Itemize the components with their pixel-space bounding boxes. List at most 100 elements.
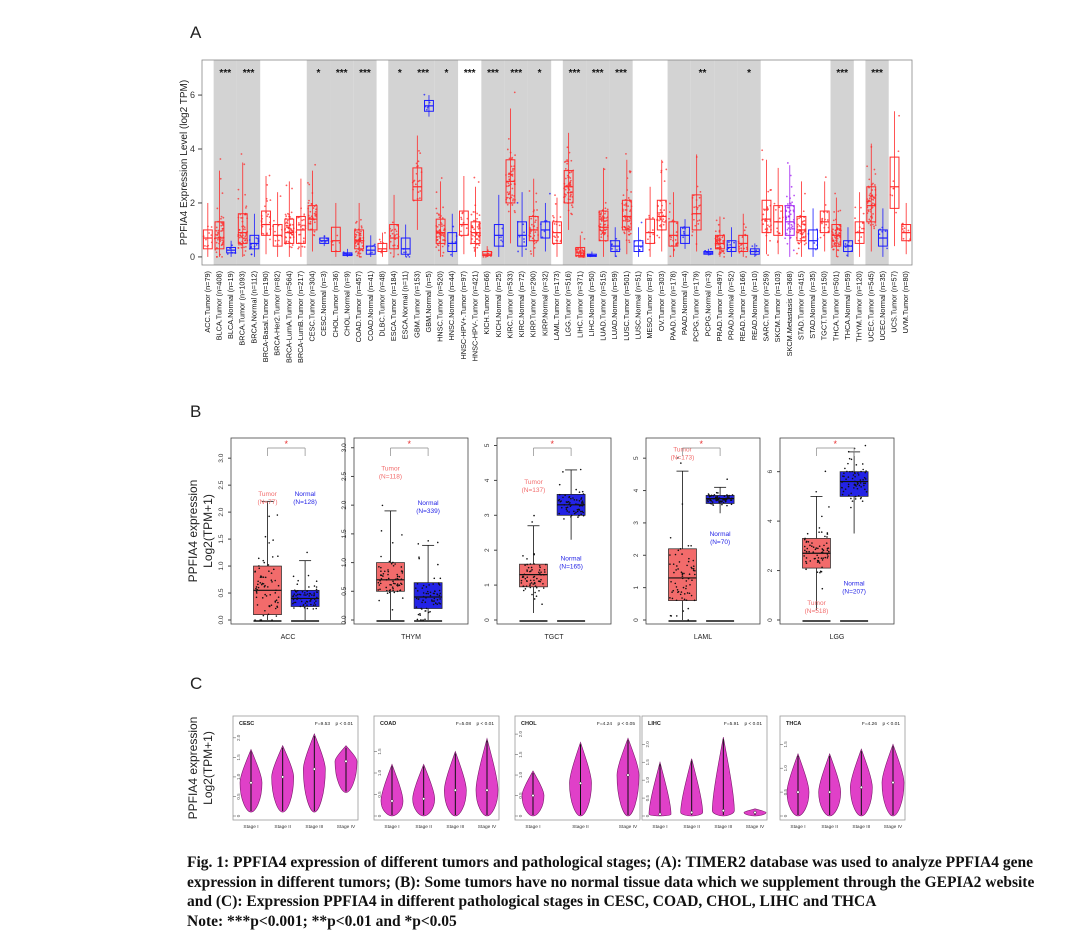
panel-b-tgct: 0 1 2 3 4 5 Tumor(N=137) Normal(N=165) * TGCT — [484, 437, 612, 641]
data-point — [864, 482, 867, 485]
data-point — [396, 233, 398, 236]
data-point — [570, 497, 572, 500]
data-point — [240, 246, 243, 249]
data-point — [396, 224, 399, 227]
data-point — [761, 149, 764, 152]
data-point — [862, 479, 864, 481]
median-point — [312, 767, 316, 771]
data-point — [397, 253, 400, 256]
x-tick-label: DLBC.Tumor (n=48) — [377, 271, 386, 337]
data-point — [268, 570, 270, 572]
data-point — [285, 215, 288, 218]
data-point — [856, 487, 859, 490]
data-point — [581, 510, 584, 513]
data-point — [790, 226, 793, 229]
data-point — [298, 246, 300, 248]
data-point — [722, 250, 724, 253]
data-point — [818, 562, 821, 564]
y-tick-label: 5 — [633, 456, 640, 460]
data-point — [272, 568, 275, 571]
data-point — [307, 181, 309, 184]
median-point — [891, 781, 895, 785]
data-point — [258, 567, 261, 570]
y-tick-label: 1.5 — [783, 741, 788, 748]
data-point — [262, 559, 265, 562]
data-point — [855, 464, 858, 466]
data-point — [521, 576, 524, 578]
data-point — [716, 495, 719, 498]
data-point — [715, 491, 718, 494]
data-point — [578, 491, 581, 493]
data-point — [264, 593, 266, 596]
data-point — [237, 188, 240, 191]
x-tick-label: LUSC.Normal (n=51) — [633, 271, 642, 339]
data-point — [575, 503, 577, 505]
data-point — [826, 536, 828, 538]
panel-c-cesc: 0 0.5 1.0 1.5 2.0 CESC F=9.53 p < 0.01 Stage I St… — [232, 715, 359, 830]
data-point — [414, 587, 417, 589]
data-point — [847, 485, 850, 488]
x-tick-label: PAAD.Normal (n=4) — [680, 271, 689, 335]
data-point — [315, 586, 318, 588]
data-point — [762, 213, 765, 216]
data-point — [600, 219, 603, 222]
data-point — [424, 618, 426, 621]
data-point — [797, 231, 799, 234]
data-point — [797, 247, 800, 250]
median-point — [690, 810, 694, 814]
data-point — [291, 244, 294, 246]
significance-mark: *** — [359, 68, 371, 79]
data-point — [360, 225, 363, 228]
data-point — [766, 224, 769, 227]
data-point — [873, 168, 876, 171]
data-point — [266, 232, 268, 235]
data-point — [219, 158, 222, 160]
x-tick-label: PCPG.Normal (n=3) — [703, 271, 712, 337]
data-point — [807, 541, 810, 543]
data-point — [533, 579, 535, 582]
data-point — [237, 197, 240, 200]
stage-label: Stage III — [852, 824, 870, 830]
data-point — [708, 494, 710, 496]
data-point — [476, 225, 479, 228]
data-point — [819, 236, 822, 239]
data-point — [679, 548, 682, 550]
x-tick-label: BRCA.Tumor (n=1093) — [238, 271, 247, 346]
significance-star: * — [834, 439, 838, 449]
y-tick-label: 1.5 — [218, 534, 225, 543]
data-point — [859, 482, 862, 484]
data-point — [392, 587, 394, 590]
data-point — [292, 575, 295, 578]
data-point — [871, 217, 874, 219]
data-point — [728, 241, 730, 243]
data-point — [628, 241, 631, 244]
data-point — [310, 594, 313, 596]
box — [412, 167, 423, 201]
shade-band — [481, 60, 505, 265]
data-point — [677, 549, 680, 552]
data-point — [569, 194, 572, 197]
data-point — [658, 224, 661, 227]
stage-label: Stage II — [683, 824, 700, 830]
data-point — [526, 563, 528, 566]
box — [656, 199, 667, 231]
data-point — [822, 557, 824, 559]
data-point — [309, 220, 312, 223]
data-point — [640, 221, 643, 224]
x-tick-label: THYM.Tumor (n=120) — [855, 271, 864, 342]
data-point — [624, 219, 627, 222]
data-point — [356, 254, 359, 257]
data-point — [262, 582, 265, 585]
data-point — [215, 226, 218, 229]
data-point — [816, 571, 819, 573]
data-point — [250, 243, 252, 246]
data-point — [712, 504, 715, 506]
data-point — [421, 608, 423, 610]
data-point — [238, 228, 241, 231]
data-point — [418, 556, 420, 558]
data-point — [811, 542, 813, 544]
data-point — [578, 500, 581, 502]
data-point — [680, 571, 683, 574]
data-point — [386, 589, 388, 592]
data-point — [231, 244, 233, 247]
